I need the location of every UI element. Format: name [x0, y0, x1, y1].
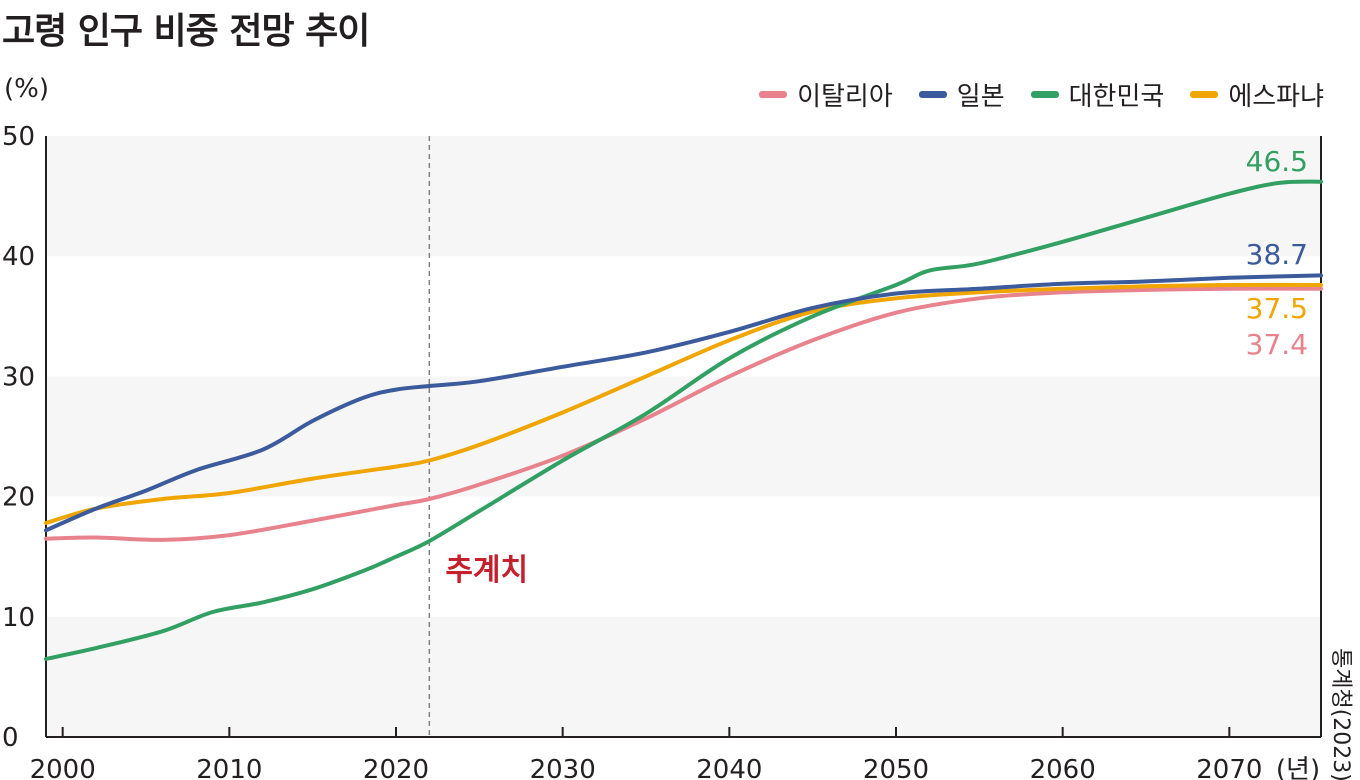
x-tick-label: 2020 — [363, 755, 429, 780]
end-value-label: 38.7 — [1246, 238, 1308, 271]
legend-swatch — [1030, 91, 1059, 98]
x-axis-unit: (년) — [1276, 755, 1320, 780]
series-line — [44, 286, 1323, 542]
legend-item: 에스파냐 — [1190, 76, 1324, 113]
x-tick-label: 2040 — [696, 755, 762, 780]
legend-label: 에스파냐 — [1228, 82, 1324, 112]
x-tick-label: 2030 — [530, 755, 596, 780]
x-tick-label: 2010 — [196, 755, 262, 780]
series-대한민국 — [44, 179, 1323, 661]
y-tick-label: 30 — [2, 362, 35, 392]
y-tick-label: 20 — [2, 483, 35, 513]
legend-label: 이탈리아 — [797, 82, 893, 112]
legend-swatch — [918, 91, 947, 98]
series-line — [44, 273, 1323, 533]
end-value-label: 46.5 — [1246, 145, 1308, 178]
legend-swatch — [759, 91, 788, 98]
grid-band — [46, 616, 1321, 737]
y-tick-label: 0 — [2, 723, 19, 753]
grid-band — [46, 136, 1321, 257]
series-line — [44, 179, 1323, 661]
y-axis-unit: (%) — [4, 74, 49, 104]
y-tick-label: 10 — [2, 603, 35, 633]
end-value-label: 37.4 — [1246, 328, 1308, 361]
legend-item: 일본 — [918, 76, 1005, 113]
chart-title: 고령 인구 비중 전망 추이 — [2, 11, 370, 52]
x-tick-label: 2050 — [863, 755, 929, 780]
legend-item: 대한민국 — [1030, 76, 1165, 113]
series-에스파냐 — [44, 282, 1323, 525]
source-label: 통계청(2023) — [1328, 648, 1353, 780]
x-tick-label: 2000 — [30, 755, 96, 780]
legend-item: 이탈리아 — [759, 76, 893, 113]
legend: 이탈리아 일본 대한민국 에스파냐 — [759, 76, 1324, 113]
legend-label: 대한민국 — [1068, 82, 1165, 112]
y-tick-label: 40 — [2, 242, 35, 272]
legend-label: 일본 — [956, 82, 1005, 112]
legend-swatch — [1190, 91, 1219, 98]
projection-label: 추계치 — [445, 553, 528, 588]
series-이탈리아 — [44, 286, 1323, 542]
series-일본 — [44, 273, 1323, 533]
y-tick-label: 50 — [2, 122, 35, 152]
x-tick-label: 2070 — [1196, 755, 1262, 780]
series-line — [44, 282, 1323, 525]
grid-band — [46, 376, 1321, 497]
end-value-label: 37.5 — [1246, 292, 1308, 325]
x-tick-label: 2060 — [1030, 755, 1096, 780]
